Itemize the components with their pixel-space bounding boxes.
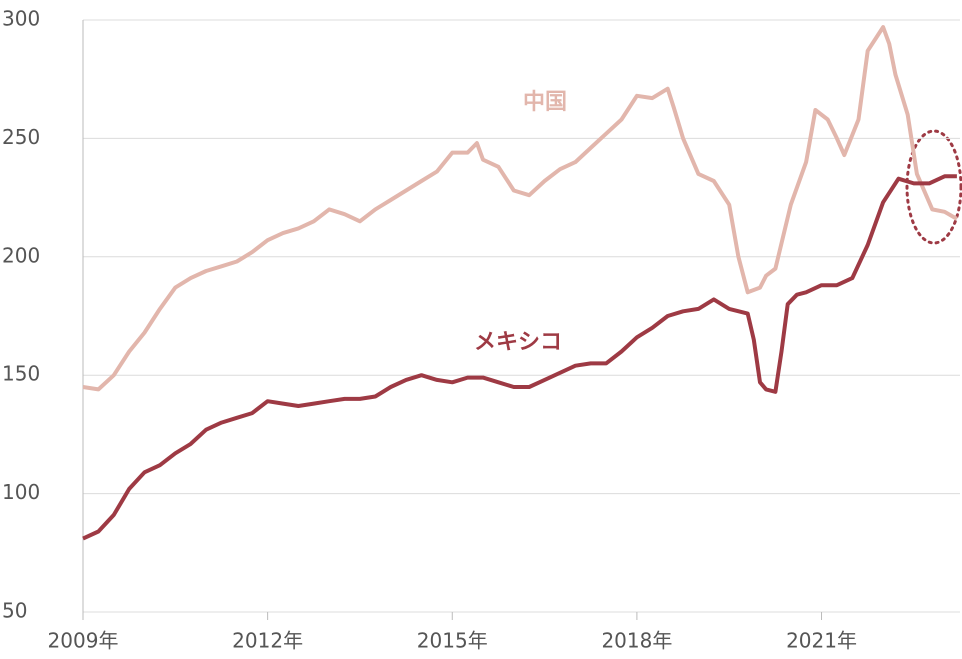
y-tick-label: 200: [2, 243, 40, 267]
y-tick-label: 150: [2, 362, 40, 386]
x-tick-label: 2009年: [48, 629, 119, 653]
x-tick-label: 2021年: [786, 629, 857, 653]
x-tick-label: 2018年: [601, 629, 672, 653]
x-tick-label: 2012年: [232, 629, 303, 653]
y-tick-label: 50: [2, 599, 27, 623]
series-label: メキシコ: [474, 330, 562, 355]
series-line: [82, 174, 957, 541]
series-label: 中国: [523, 90, 567, 115]
highlight-ellipse: [905, 129, 962, 245]
series-line: [82, 25, 958, 392]
x-tick-label: 2015年: [417, 629, 488, 653]
y-tick-label: 100: [2, 480, 40, 504]
y-tick-label: 300: [2, 7, 40, 31]
y-tick-label: 250: [2, 125, 40, 149]
